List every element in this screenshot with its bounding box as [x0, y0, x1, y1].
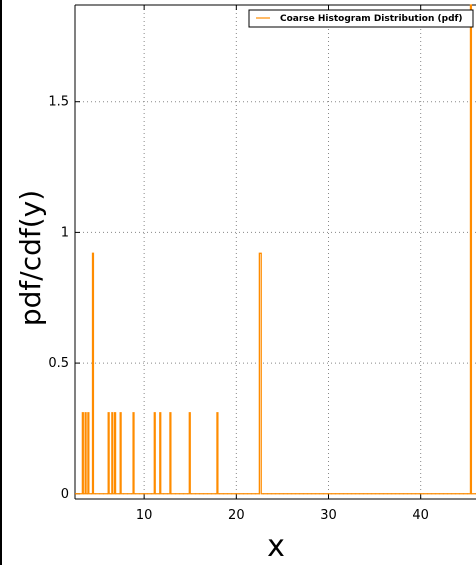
- left-border: [0, 0, 2, 565]
- y-axis-label: pdf/cdf(y): [14, 190, 47, 326]
- x-tick-label-3: 40: [412, 508, 429, 523]
- grid-lines: [75, 5, 476, 499]
- tick-labels: 10 20 30 40 0 0.5 1 1.5: [48, 95, 429, 523]
- x-axis-label: x: [267, 529, 285, 564]
- y-tick-label-2: 1: [61, 225, 69, 240]
- legend: Coarse Histogram Distribution (pdf): [248, 9, 474, 28]
- series-group: [75, 4, 476, 495]
- y-tick-label-0: 0: [61, 487, 69, 502]
- legend-label: Coarse Histogram Distribution (pdf): [280, 14, 463, 24]
- x-tick-label-1: 20: [228, 508, 245, 523]
- axes: [74, 4, 476, 500]
- x-tick-label-2: 30: [320, 508, 337, 523]
- x-tick-label-0: 10: [136, 508, 153, 523]
- y-tick-label-3: 1.5: [48, 95, 69, 110]
- series-line-0: [75, 4, 476, 495]
- y-tick-label-1: 0.5: [48, 356, 69, 371]
- legend-box: [248, 9, 474, 28]
